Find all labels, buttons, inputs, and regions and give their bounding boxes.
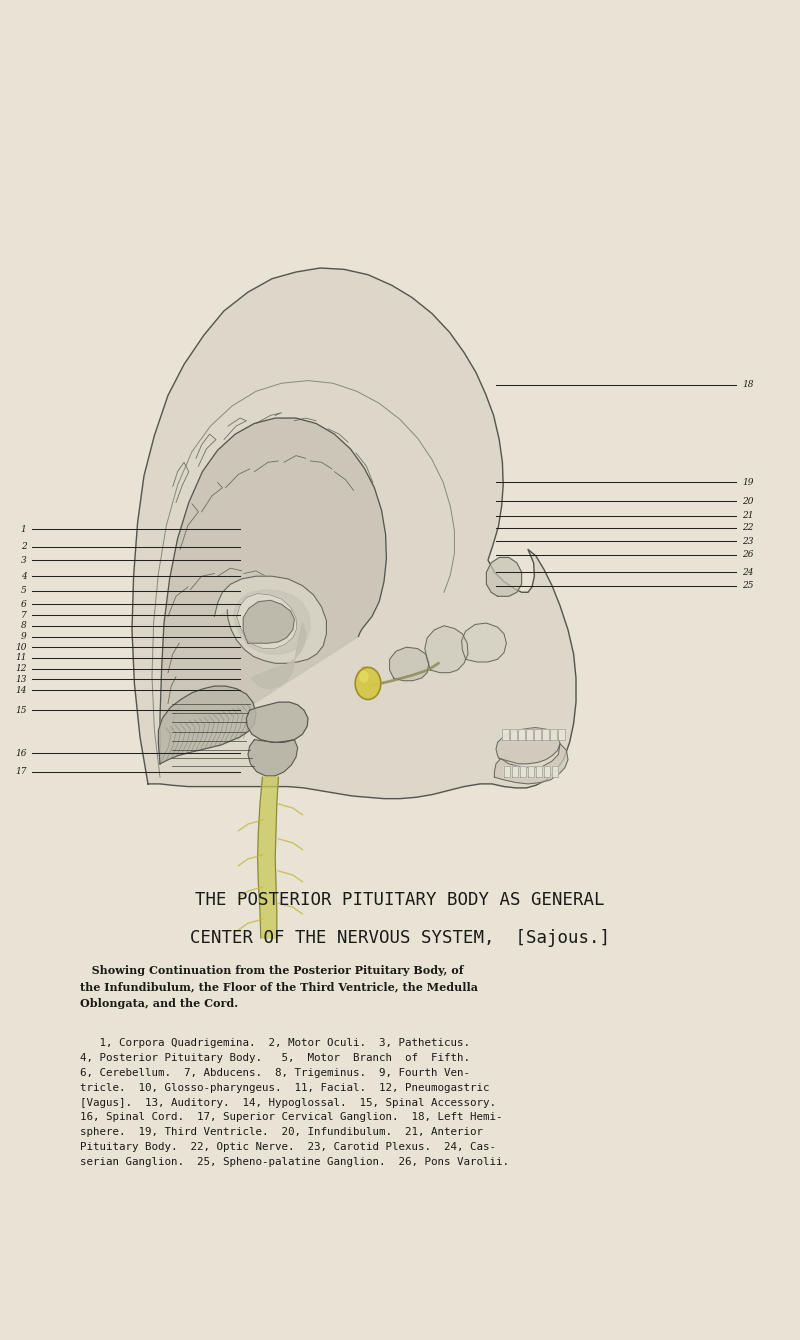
Text: Showing Continuation from the Posterior Pituitary Body, of
the Infundibulum, the: Showing Continuation from the Posterior … xyxy=(80,965,478,1009)
Text: CENTER OF THE NERVOUS SYSTEM,  [Sajous.]: CENTER OF THE NERVOUS SYSTEM, [Sajous.] xyxy=(190,929,610,946)
Text: 15: 15 xyxy=(15,706,26,714)
Text: 20: 20 xyxy=(742,497,754,505)
Polygon shape xyxy=(558,729,565,740)
Polygon shape xyxy=(552,766,558,777)
Polygon shape xyxy=(425,626,468,673)
Text: 4: 4 xyxy=(21,572,26,580)
Text: 7: 7 xyxy=(21,611,26,619)
Polygon shape xyxy=(243,600,294,643)
Text: 25: 25 xyxy=(742,582,754,590)
Text: 18: 18 xyxy=(742,381,754,389)
Polygon shape xyxy=(542,729,549,740)
Polygon shape xyxy=(502,729,509,740)
Polygon shape xyxy=(132,268,576,799)
Text: 21: 21 xyxy=(742,512,754,520)
Polygon shape xyxy=(518,729,525,740)
Polygon shape xyxy=(510,729,517,740)
Polygon shape xyxy=(544,766,550,777)
Polygon shape xyxy=(496,728,560,764)
Ellipse shape xyxy=(355,667,381,699)
Ellipse shape xyxy=(359,671,369,683)
Polygon shape xyxy=(536,766,542,777)
Text: 23: 23 xyxy=(742,537,754,545)
Text: 26: 26 xyxy=(742,551,754,559)
Text: 11: 11 xyxy=(15,654,26,662)
Polygon shape xyxy=(486,557,522,596)
Polygon shape xyxy=(214,576,326,663)
Polygon shape xyxy=(550,729,557,740)
Text: 5: 5 xyxy=(21,587,26,595)
Text: 16: 16 xyxy=(15,749,26,757)
Polygon shape xyxy=(520,766,526,777)
Text: 19: 19 xyxy=(742,478,754,486)
Text: 8: 8 xyxy=(21,622,26,630)
Text: 2: 2 xyxy=(21,543,26,551)
Text: 22: 22 xyxy=(742,524,754,532)
Text: 3: 3 xyxy=(21,556,26,564)
Text: 10: 10 xyxy=(15,643,26,651)
Text: 12: 12 xyxy=(15,665,26,673)
Text: 14: 14 xyxy=(15,686,26,694)
Text: 17: 17 xyxy=(15,768,26,776)
Text: 13: 13 xyxy=(15,675,26,683)
Text: 1, Corpora Quadrigemina.  2, Motor Oculi.  3, Patheticus.
4, Posterior Pituitary: 1, Corpora Quadrigemina. 2, Motor Oculi.… xyxy=(80,1038,509,1167)
Text: 9: 9 xyxy=(21,632,26,641)
Text: THE POSTERIOR PITUITARY BODY AS GENERAL: THE POSTERIOR PITUITARY BODY AS GENERAL xyxy=(195,891,605,909)
Polygon shape xyxy=(528,766,534,777)
Polygon shape xyxy=(390,647,429,681)
Polygon shape xyxy=(462,623,506,662)
Polygon shape xyxy=(234,590,310,654)
Polygon shape xyxy=(534,729,541,740)
Text: 1: 1 xyxy=(21,525,26,533)
Text: 24: 24 xyxy=(742,568,754,576)
Polygon shape xyxy=(158,686,256,764)
Polygon shape xyxy=(237,594,297,649)
Polygon shape xyxy=(258,777,278,938)
Polygon shape xyxy=(494,744,568,784)
Polygon shape xyxy=(160,418,386,764)
Polygon shape xyxy=(526,729,533,740)
Polygon shape xyxy=(248,740,298,776)
Text: 6: 6 xyxy=(21,600,26,608)
Polygon shape xyxy=(504,766,510,777)
Polygon shape xyxy=(512,766,518,777)
Polygon shape xyxy=(251,623,306,689)
Polygon shape xyxy=(246,702,308,742)
Polygon shape xyxy=(362,667,370,683)
